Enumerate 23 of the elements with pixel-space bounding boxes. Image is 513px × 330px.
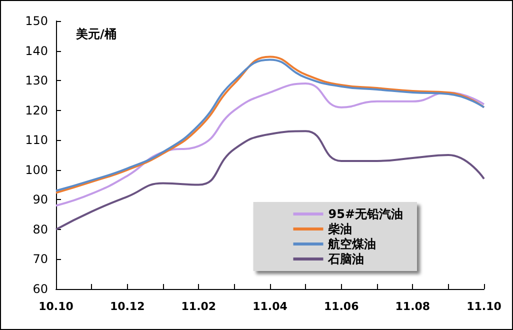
- legend-label: 石脑油: [327, 252, 364, 266]
- x-tick-label: 10.12: [110, 300, 145, 313]
- line-series: [55, 82, 485, 207]
- x-tick-label: 11.06: [324, 300, 360, 313]
- y-tick-label: 110: [25, 133, 48, 148]
- y-axis-title: 美元/桶: [75, 27, 116, 41]
- y-tick-label: 140: [25, 44, 48, 58]
- x-tick-label: 11.08: [395, 300, 430, 313]
- y-tick-label: 60: [32, 282, 48, 296]
- x-tick-label: 11.02: [181, 300, 216, 313]
- y-tick-label: 80: [32, 222, 48, 236]
- y-tick-label: 90: [32, 192, 48, 207]
- y-tick-label: 70: [32, 252, 48, 266]
- y-tick-label: 120: [25, 103, 48, 118]
- legend-label: 柴油: [327, 222, 352, 236]
- y-tick-label: 130: [25, 74, 48, 88]
- x-tick-label: 11.10: [466, 300, 502, 313]
- legend-label: 航空煤油: [327, 237, 376, 251]
- x-tick-label: 10.10: [38, 300, 74, 313]
- y-tick-label: 150: [25, 14, 48, 28]
- x-tick-label: 11.04: [252, 300, 288, 313]
- legend-label: 95#无铅汽油: [328, 207, 404, 221]
- y-tick-label: 100: [25, 162, 48, 177]
